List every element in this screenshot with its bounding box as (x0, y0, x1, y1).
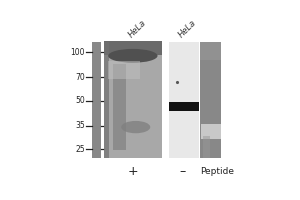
Bar (162, 24, 169, 178)
Bar (201, 124, 221, 139)
Bar (202, 136, 210, 158)
Text: –: – (180, 165, 186, 178)
Ellipse shape (121, 121, 150, 133)
Text: HeLa: HeLa (127, 18, 148, 39)
Bar (104, 41, 162, 55)
Bar (104, 42, 162, 158)
Text: 35: 35 (75, 121, 85, 130)
Text: 25: 25 (76, 145, 85, 154)
Bar (92, 42, 101, 158)
Bar (168, 102, 199, 111)
Text: HeLa: HeLa (176, 18, 198, 39)
Bar (104, 42, 109, 158)
Text: +: + (128, 165, 138, 178)
Text: 100: 100 (71, 48, 85, 57)
Bar (169, 42, 199, 158)
Text: 50: 50 (75, 96, 85, 105)
Bar (113, 64, 126, 150)
Text: 70: 70 (75, 73, 85, 82)
Ellipse shape (108, 49, 158, 63)
Bar (108, 61, 140, 79)
Text: Peptide: Peptide (200, 167, 234, 176)
Bar (200, 42, 221, 60)
Bar (200, 42, 221, 158)
